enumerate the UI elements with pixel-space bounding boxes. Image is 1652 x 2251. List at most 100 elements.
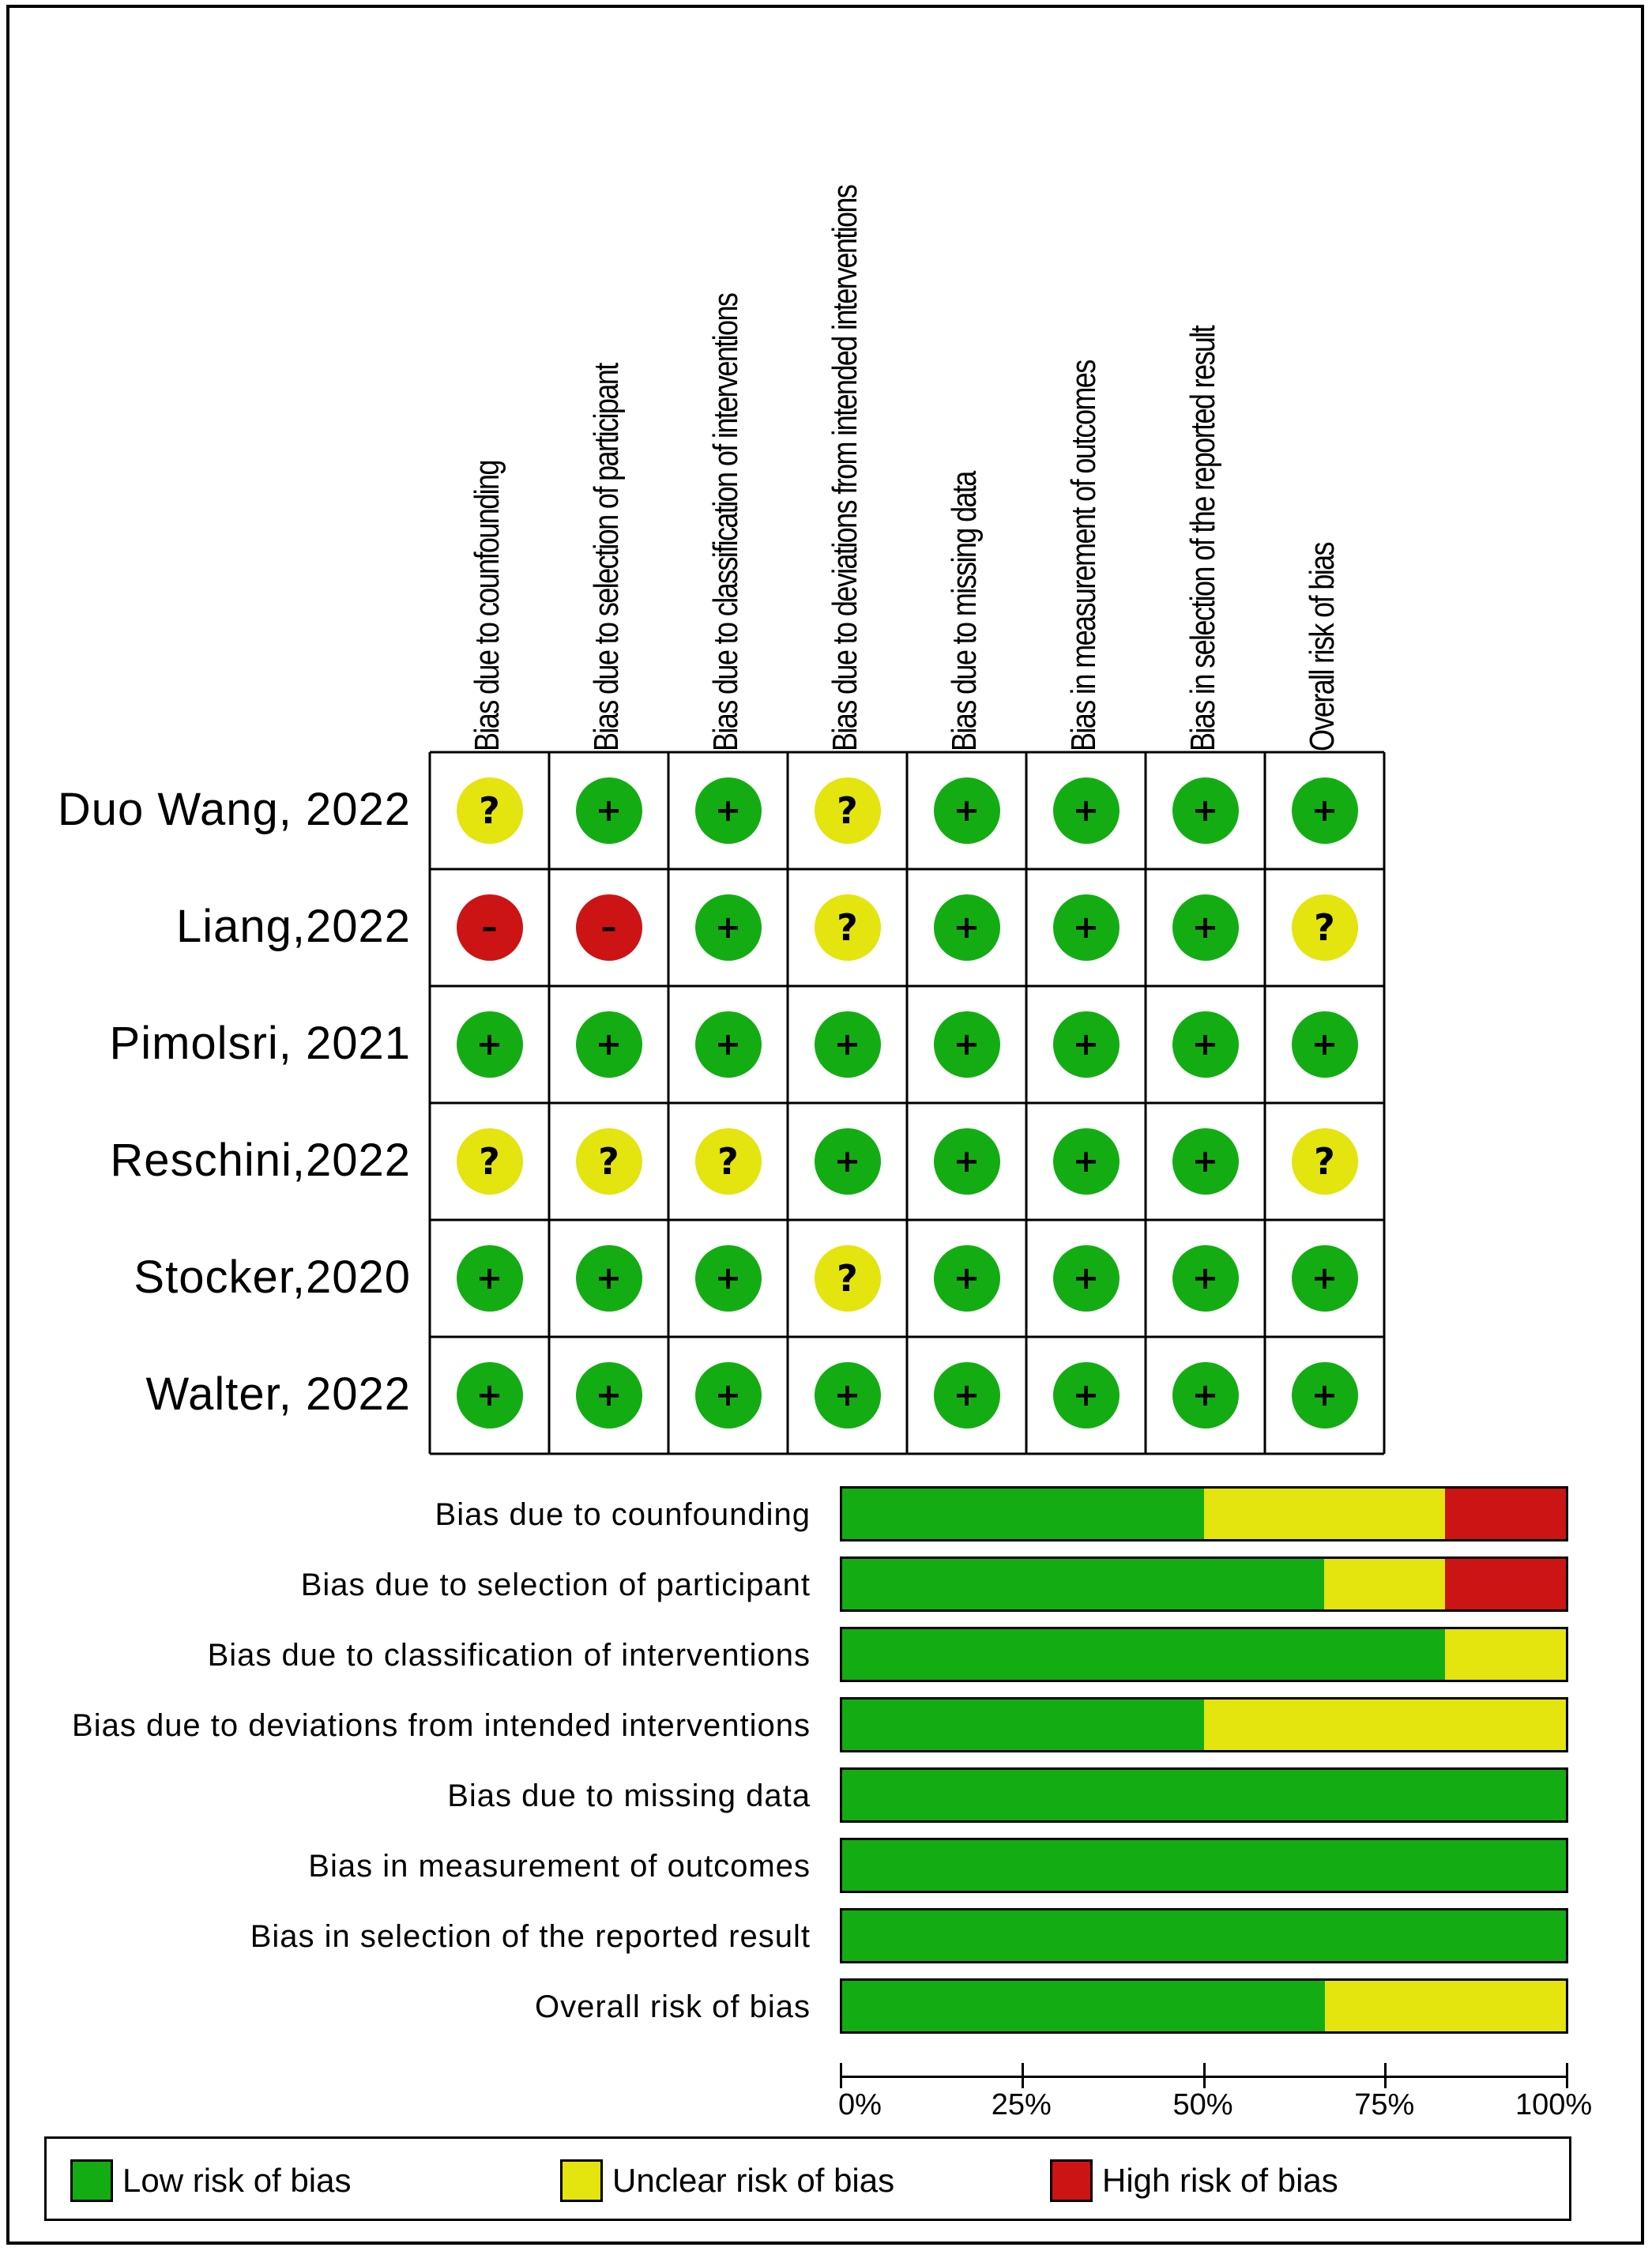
legend-item-unclear: Unclear risk of bias: [560, 2159, 894, 2202]
bar-category-label: Bias in measurement of outcomes: [308, 1849, 811, 1884]
bar-segment: [842, 1910, 1566, 1961]
judgement-low-icon: [456, 1362, 523, 1429]
judgement-low-icon: [1172, 1011, 1239, 1078]
legend-label-low: Low risk of bias: [122, 2162, 352, 2199]
stacked-bar: [840, 1486, 1568, 1541]
bar-segment: [842, 1489, 1204, 1539]
judgement-low-icon: [933, 1362, 1000, 1429]
judgement-low-icon: [456, 1011, 523, 1078]
stacked-bar: [840, 1627, 1568, 1682]
bar-segment: [1445, 1559, 1566, 1609]
judgement-unclear-icon: [456, 777, 523, 844]
judgement-unclear-icon: [814, 1245, 881, 1312]
judgement-low-icon: [1172, 1362, 1239, 1429]
stacked-bar: [840, 1908, 1568, 1963]
bar-category-label: Overall risk of bias: [535, 1989, 811, 2024]
judgement-low-icon: [933, 777, 1000, 844]
judgement-low-icon: [1052, 777, 1120, 844]
judgement-low-icon: [814, 1011, 881, 1078]
judgement-low-icon: [1172, 1245, 1239, 1312]
bar-category-label: Bias due to missing data: [447, 1779, 811, 1813]
judgement-low-icon: [933, 1128, 1000, 1195]
judgement-high-icon: [575, 894, 642, 961]
bar-segment: [842, 1700, 1204, 1750]
judgement-low-icon: [814, 1362, 881, 1429]
judgement-unclear-icon: [1291, 894, 1358, 961]
judgement-low-icon: [1291, 1362, 1358, 1429]
judgement-low-icon: [575, 1011, 642, 1078]
bar-segment: [1445, 1489, 1566, 1539]
bar-category-label: Bias due to selection of participant: [300, 1568, 811, 1602]
x-tick-label: 0%: [838, 2088, 882, 2121]
judgement-high-icon: [456, 894, 523, 961]
judgement-unclear-icon: [814, 894, 881, 961]
study-label: Pimolsri, 2021: [109, 1018, 411, 1069]
x-tick-mark: [1202, 2063, 1206, 2088]
study-label: Reschini,2022: [110, 1135, 411, 1186]
bar-segment: [1324, 1981, 1566, 2031]
judgement-unclear-icon: [814, 777, 881, 844]
stacked-bar: [840, 1557, 1568, 1612]
legend-item-high: High risk of bias: [1050, 2159, 1338, 2202]
bar-segment: [842, 1840, 1566, 1891]
x-tick-label: 75%: [1354, 2088, 1415, 2121]
legend-swatch-unclear: [560, 2159, 603, 2202]
judgement-low-icon: [933, 894, 1000, 961]
judgement-low-icon: [1052, 1011, 1120, 1078]
judgement-low-icon: [1172, 894, 1239, 961]
bar-segment: [842, 1629, 1446, 1680]
judgement-low-icon: [694, 894, 762, 961]
bar-segment: [1204, 1700, 1566, 1750]
bar-segment: [842, 1559, 1325, 1609]
figure-frame: [6, 5, 1644, 2245]
judgement-low-icon: [1172, 1128, 1239, 1195]
x-tick-mark: [1566, 2063, 1568, 2088]
judgement-low-icon: [933, 1245, 1000, 1312]
judgement-low-icon: [575, 1245, 642, 1312]
judgement-low-icon: [456, 1245, 523, 1312]
judgement-low-icon: [1052, 894, 1120, 961]
legend-swatch-low: [70, 2159, 113, 2202]
study-label: Walter, 2022: [145, 1368, 411, 1420]
x-tick-label: 100%: [1515, 2088, 1593, 2121]
stacked-bar: [840, 1838, 1568, 1893]
x-tick-mark: [1384, 2063, 1387, 2088]
bar-segment: [1324, 1559, 1446, 1609]
judgement-low-icon: [575, 777, 642, 844]
legend-item-low: Low risk of bias: [70, 2159, 351, 2202]
judgement-low-icon: [694, 1011, 762, 1078]
judgement-low-icon: [694, 777, 762, 844]
judgement-low-icon: [1052, 1128, 1120, 1195]
judgement-low-icon: [1052, 1362, 1120, 1429]
x-tick-mark: [840, 2063, 842, 2088]
judgement-unclear-icon: [694, 1128, 762, 1195]
judgement-unclear-icon: [575, 1128, 642, 1195]
judgement-low-icon: [1291, 1011, 1358, 1078]
stacked-bar: [840, 1767, 1568, 1823]
bar-category-label: Bias due to classification of interventi…: [207, 1638, 811, 1673]
bar-segment: [842, 1981, 1325, 2031]
study-label: Stocker,2020: [134, 1252, 411, 1303]
x-tick-mark: [1021, 2063, 1024, 2088]
study-label: Duo Wang, 2022: [57, 784, 411, 835]
judgement-low-icon: [1172, 777, 1239, 844]
legend-label-high: High risk of bias: [1102, 2162, 1338, 2199]
judgement-low-icon: [1291, 1245, 1358, 1312]
judgement-low-icon: [1052, 1245, 1120, 1312]
judgement-unclear-icon: [456, 1128, 523, 1195]
legend: Low risk of bias Unclear risk of bias Hi…: [44, 2136, 1571, 2221]
judgement-low-icon: [575, 1362, 642, 1429]
judgement-unclear-icon: [1291, 1128, 1358, 1195]
bar-segment: [842, 1770, 1566, 1820]
judgement-low-icon: [814, 1128, 881, 1195]
legend-label-unclear: Unclear risk of bias: [612, 2162, 895, 2199]
bar-category-label: Bias due to deviations from intended int…: [72, 1708, 811, 1743]
study-label: Liang,2022: [175, 901, 411, 952]
bar-segment: [1204, 1489, 1446, 1539]
bar-segment: [1445, 1629, 1566, 1680]
judgement-low-icon: [694, 1362, 762, 1429]
bar-category-label: Bias due to counfounding: [435, 1497, 811, 1532]
stacked-bar: [840, 1978, 1568, 2034]
x-tick-label: 25%: [991, 2088, 1052, 2121]
